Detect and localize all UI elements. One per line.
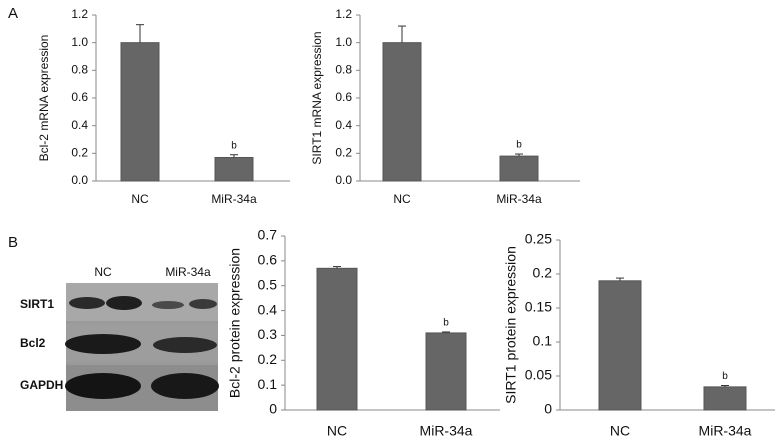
panel-label: A — [8, 5, 18, 22]
y-tick-label: 0.6 — [335, 90, 352, 104]
blot-row: Bcl2 — [20, 336, 46, 350]
y-tick-label: 0.3 — [258, 326, 278, 342]
bar — [703, 386, 747, 411]
band — [69, 297, 105, 309]
x-tick-label: NC — [393, 192, 411, 206]
y-tick-label: 1.0 — [335, 35, 352, 49]
bar — [598, 280, 642, 411]
y-tick-label: 0.25 — [525, 231, 552, 247]
y-tick-label: 0.0 — [71, 173, 88, 187]
y-tick-label: 0.1 — [258, 376, 278, 392]
significance-label: b — [231, 140, 237, 151]
band — [189, 299, 217, 309]
x-tick-label: MiR-34a — [699, 423, 752, 439]
y-tick-label: 1.2 — [335, 7, 352, 21]
y-tick-label: 0.05 — [525, 367, 552, 383]
bar — [382, 42, 422, 182]
blot-column: MiR-34a — [165, 265, 211, 279]
bar — [316, 267, 358, 411]
band — [152, 301, 184, 309]
y-tick-label: 1.0 — [71, 35, 88, 49]
blot-column: NC — [94, 265, 112, 279]
western-blot: NC MiR-34a SIRT1 Bcl2 GAPDH — [20, 265, 219, 411]
panel-label: B — [8, 234, 18, 251]
significance-label: b — [516, 140, 522, 151]
y-tick-label: 0.4 — [258, 301, 278, 317]
band — [106, 296, 142, 310]
x-tick-label: MiR-34a — [211, 192, 257, 206]
y-tick-label: 0.8 — [335, 63, 352, 77]
blot-row: GAPDH — [20, 378, 63, 392]
band — [151, 373, 219, 399]
significance-label: b — [722, 371, 728, 382]
x-tick-label: MiR-34a — [420, 423, 473, 439]
band — [153, 337, 217, 353]
x-tick-label: NC — [131, 192, 149, 206]
x-tick-label: NC — [327, 423, 347, 439]
y-axis-label: SIRT1 mRNA expression — [310, 31, 324, 164]
y-tick-label: 0.2 — [258, 351, 278, 367]
x-tick-label: MiR-34a — [496, 192, 542, 206]
y-tick-label: 0.7 — [258, 227, 278, 243]
y-tick-label: 0.1 — [533, 333, 553, 349]
y-axis-label: SIRT1 protein expression — [503, 246, 519, 404]
y-tick-label: 0.2 — [335, 146, 352, 160]
significance-label: b — [443, 318, 449, 329]
y-tick-label: 0.4 — [335, 118, 352, 132]
y-tick-label: 0.6 — [258, 252, 278, 268]
bar — [425, 332, 467, 411]
band — [65, 373, 141, 399]
y-tick-label: 0.8 — [71, 63, 88, 77]
y-tick-label: 0.0 — [335, 173, 352, 187]
y-tick-label: 0 — [544, 401, 552, 417]
y-tick-label: 0.6 — [71, 90, 88, 104]
x-tick-label: NC — [610, 423, 630, 439]
y-tick-label: 0.15 — [525, 299, 552, 315]
y-tick-label: 0 — [269, 401, 277, 417]
blot-row: SIRT1 — [20, 297, 54, 311]
y-tick-label: 1.2 — [71, 7, 88, 21]
band — [65, 334, 141, 354]
bar — [120, 42, 160, 182]
y-tick-label: 0.5 — [258, 276, 278, 292]
y-tick-label: 0.4 — [71, 118, 88, 132]
y-tick-label: 0.2 — [533, 265, 553, 281]
bar — [214, 156, 254, 182]
bar — [499, 155, 539, 182]
y-tick-label: 0.2 — [71, 146, 88, 160]
y-axis-label: Bcl-2 mRNA expression — [37, 35, 51, 162]
y-axis-label: Bcl-2 protein expression — [227, 248, 243, 398]
